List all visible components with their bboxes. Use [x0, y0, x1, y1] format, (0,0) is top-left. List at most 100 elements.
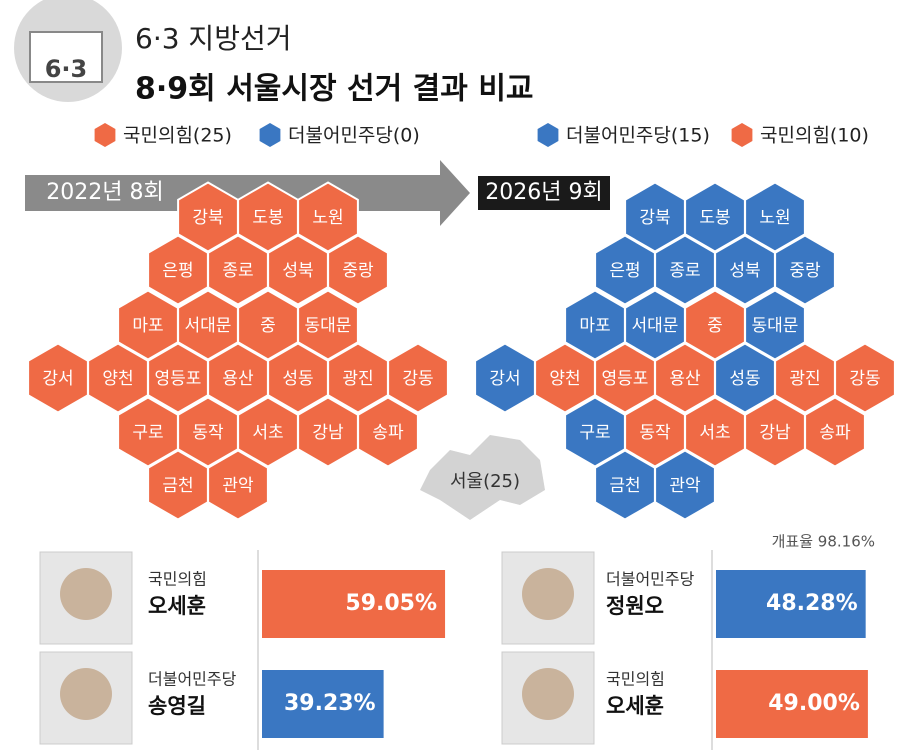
district-name: 성동: [282, 369, 313, 389]
legend-label: 국민의힘(25): [123, 125, 232, 147]
district-name: 서대문: [632, 316, 679, 336]
district-hex: [744, 181, 806, 253]
district-name: 은평: [609, 261, 640, 281]
period-box: [478, 176, 610, 210]
period-label: 2022년 8회: [46, 180, 163, 205]
district-name: 도봉: [252, 208, 283, 228]
district-name: 양천: [102, 369, 133, 389]
district-name: 영등포: [155, 369, 202, 389]
district-name: 강북: [192, 208, 223, 228]
district-name: 동대문: [305, 316, 352, 336]
candidate-name: 송영길: [148, 694, 206, 718]
seoul-label: 서울(25): [450, 471, 520, 492]
district-name: 강남: [312, 423, 344, 443]
result-bar: [262, 570, 446, 638]
district-name: 성북: [729, 261, 760, 281]
result-bar: [716, 670, 868, 738]
district-name: 성동: [729, 369, 760, 389]
result-label: 39.23%: [284, 691, 376, 716]
district-hex: [654, 449, 716, 521]
subtitle: 6·3 지방선거: [135, 22, 291, 55]
party-name: 국민의힘: [148, 570, 207, 589]
district-name: 서초: [252, 423, 283, 443]
result-bar: [262, 670, 384, 738]
district-name: 양천: [549, 369, 580, 389]
candidate-face: [60, 568, 112, 620]
district-name: 도봉: [699, 208, 730, 228]
district-name: 노원: [312, 208, 343, 228]
district-name: 용산: [222, 369, 254, 389]
district-name: 성북: [282, 261, 313, 281]
district-name: 강동: [849, 369, 880, 389]
district-name: 동작: [639, 423, 671, 443]
district-name: 금천: [162, 476, 193, 496]
district-name: 중랑: [342, 261, 374, 281]
district-name: 중랑: [789, 261, 821, 281]
district-name: 강동: [402, 369, 433, 389]
legend-icon: [537, 123, 559, 147]
title: 8·9회 서울시장 선거 결과 비교: [135, 72, 534, 107]
district-hex: [297, 181, 359, 253]
district-name: 마포: [132, 316, 163, 336]
district-name: 송파: [819, 423, 851, 443]
party-name: 더불어민주당: [148, 670, 237, 689]
district-name: 구로: [132, 423, 163, 443]
legend-label: 더불어민주당(0): [288, 125, 420, 147]
candidate-face: [522, 568, 574, 620]
badge-text: 6·3: [45, 55, 88, 83]
district-name: 강서: [42, 369, 73, 389]
district-name: 강남: [759, 423, 791, 443]
district-name: 서대문: [185, 316, 232, 336]
district-name: 용산: [669, 369, 701, 389]
district-name: 금천: [609, 476, 640, 496]
result-label: 49.00%: [768, 691, 860, 716]
district-name: 관악: [669, 476, 701, 496]
result-bar: [716, 570, 866, 638]
legend-icon: [94, 123, 116, 147]
district-name: 구로: [579, 423, 610, 443]
party-name: 국민의힘: [606, 670, 665, 689]
district-name: 노원: [759, 208, 790, 228]
district-name: 은평: [162, 261, 193, 281]
district-hex: [834, 342, 896, 414]
turnout: 개표율 98.16%: [772, 533, 875, 551]
district-hex: [387, 342, 449, 414]
district-hex: [297, 289, 359, 361]
district-name: 종로: [222, 261, 253, 281]
district-name: 종로: [669, 261, 700, 281]
candidate-name: 정원오: [606, 594, 664, 618]
district-name: 강서: [489, 369, 520, 389]
result-label: 48.28%: [766, 591, 858, 616]
legend-label: 국민의힘(10): [760, 125, 869, 147]
result-label: 59.05%: [345, 591, 437, 616]
district-hex: [774, 234, 836, 306]
seoul-shape: [420, 435, 545, 520]
legend-label: 더불어민주당(15): [566, 125, 710, 147]
legend-icon: [731, 123, 753, 147]
district-name: 관악: [222, 476, 254, 496]
district-hex: [804, 396, 866, 468]
district-name: 광진: [789, 369, 820, 389]
district-hex: [357, 396, 419, 468]
district-name: 서초: [699, 423, 730, 443]
party-name: 더불어민주당: [606, 570, 695, 589]
district-name: 마포: [579, 316, 610, 336]
candidate-name: 오세훈: [606, 694, 664, 718]
ballot-box: [29, 31, 103, 83]
candidate-name: 오세훈: [148, 594, 206, 618]
district-hex: [744, 289, 806, 361]
district-name: 동대문: [752, 316, 799, 336]
district-hex: [327, 234, 389, 306]
district-name: 강북: [639, 208, 670, 228]
legend-icon: [259, 123, 281, 147]
district-name: 중: [707, 316, 723, 336]
district-name: 광진: [342, 369, 373, 389]
candidate-face: [522, 668, 574, 720]
district-name: 영등포: [602, 369, 649, 389]
period-label: 2026년 9회: [485, 180, 602, 205]
district-name: 송파: [372, 423, 404, 443]
district-name: 중: [260, 316, 276, 336]
candidate-face: [60, 668, 112, 720]
